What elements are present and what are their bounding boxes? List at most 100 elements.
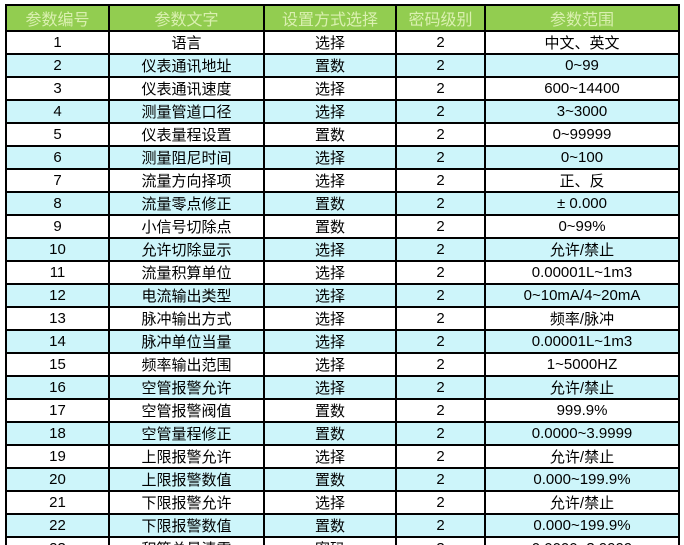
table-cell: 测量阻尼时间 bbox=[108, 145, 265, 170]
table-row: 6 测量阻尼时间 选择 2 0~100 bbox=[5, 145, 680, 170]
table-cell: 积算总量清零 bbox=[108, 536, 265, 545]
table-cell: 2 bbox=[395, 444, 486, 469]
table-cell: 选择 bbox=[263, 30, 397, 55]
table-cell: 2 bbox=[395, 398, 486, 423]
table-cell: 置数 bbox=[263, 214, 397, 239]
table-cell: 2 bbox=[395, 421, 486, 446]
table-cell: 流量方向择项 bbox=[108, 168, 265, 193]
table-cell: 下限报警数值 bbox=[108, 513, 265, 538]
table-cell: 小信号切除点 bbox=[108, 214, 265, 239]
table-cell: 2 bbox=[395, 260, 486, 285]
table-cell: 2 bbox=[395, 168, 486, 193]
table-cell: 选择 bbox=[263, 375, 397, 400]
header-row: 参数编号 参数文字 设置方式选择 密码级别 参数范围 bbox=[5, 4, 680, 32]
table-cell: 2 bbox=[395, 76, 486, 101]
table-cell: 0~10mA/4~20mA bbox=[484, 283, 680, 308]
table-cell: 2 bbox=[395, 145, 486, 170]
table-body: 1 语言 选择 2 中文、英文 2 仪表通讯地址 置数 2 0~99 3 仪表通讯速度 选择 2 600~1… bbox=[5, 30, 680, 545]
table-cell: 2 bbox=[395, 122, 486, 147]
table-cell: 选择 bbox=[263, 260, 397, 285]
table-cell: 2 bbox=[395, 214, 486, 239]
table-cell: 下限报警允许 bbox=[108, 490, 265, 515]
table-cell: 16 bbox=[5, 375, 110, 400]
table-cell: 2 bbox=[395, 53, 486, 78]
table-cell: 23 bbox=[5, 536, 110, 545]
column-header-0: 参数编号 bbox=[5, 4, 110, 32]
table-cell: 20 bbox=[5, 467, 110, 492]
table-row: 21 下限报警允许 选择 2 允许/禁止 bbox=[5, 490, 680, 515]
table-cell: 0~99% bbox=[484, 214, 680, 239]
table-cell: 2 bbox=[395, 467, 486, 492]
table-cell: 10 bbox=[5, 237, 110, 262]
table-cell: 选择 bbox=[263, 99, 397, 124]
table-row: 8 流量零点修正 置数 2 ± 0.000 bbox=[5, 191, 680, 216]
table-cell: 2 bbox=[395, 490, 486, 515]
table-row: 23积算总量清零密码30.0000~3.9999 bbox=[5, 536, 680, 545]
table-row: 18 空管量程修正 置数 2 0.0000~3.9999 bbox=[5, 421, 680, 446]
table-cell: 2 bbox=[395, 513, 486, 538]
table-row: 15 频率输出范围 选择 2 1~5000HZ bbox=[5, 352, 680, 377]
table-cell: 11 bbox=[5, 260, 110, 285]
table-cell: 2 bbox=[395, 283, 486, 308]
table-cell: 选择 bbox=[263, 490, 397, 515]
table-cell: 0.00001L~1m3 bbox=[484, 260, 680, 285]
table-cell: 12 bbox=[5, 283, 110, 308]
table-cell: 9 bbox=[5, 214, 110, 239]
table-row: 1 语言 选择 2 中文、英文 bbox=[5, 30, 680, 55]
parameter-table: 参数编号 参数文字 设置方式选择 密码级别 参数范围 1 语言 选择 2 中文、英文 2 仪表通讯地… bbox=[5, 4, 680, 545]
table-cell: 脉冲输出方式 bbox=[108, 306, 265, 331]
table-cell: 2 bbox=[395, 375, 486, 400]
table-cell: 4 bbox=[5, 99, 110, 124]
table-cell: 0~100 bbox=[484, 145, 680, 170]
column-header-3: 密码级别 bbox=[395, 4, 486, 32]
table-cell: 3 bbox=[5, 76, 110, 101]
table-cell: 2 bbox=[395, 306, 486, 331]
table-cell: 0.000~199.9% bbox=[484, 467, 680, 492]
table-row: 13 脉冲输出方式 选择 2 频率/脉冲 bbox=[5, 306, 680, 331]
table-row: 9 小信号切除点 置数 2 0~99% bbox=[5, 214, 680, 239]
table-cell: 6 bbox=[5, 145, 110, 170]
table-cell: 2 bbox=[395, 99, 486, 124]
table-cell: 允许切除显示 bbox=[108, 237, 265, 262]
table-cell: 电流输出类型 bbox=[108, 283, 265, 308]
table-cell: 上限报警允许 bbox=[108, 444, 265, 469]
table-cell: 频率/脉冲 bbox=[484, 306, 680, 331]
table-cell: 置数 bbox=[263, 53, 397, 78]
table-cell: 17 bbox=[5, 398, 110, 423]
table-cell: 语言 bbox=[108, 30, 265, 55]
table-cell: 0.00001L~1m3 bbox=[484, 329, 680, 354]
table-cell: 上限报警数值 bbox=[108, 467, 265, 492]
table-cell: 置数 bbox=[263, 398, 397, 423]
table-row: 2 仪表通讯地址 置数 2 0~99 bbox=[5, 53, 680, 78]
table-cell: 置数 bbox=[263, 513, 397, 538]
table-row: 19 上限报警允许 选择 2 允许/禁止 bbox=[5, 444, 680, 469]
table-cell: 选择 bbox=[263, 352, 397, 377]
table-cell: 21 bbox=[5, 490, 110, 515]
table-row: 16 空管报警允许 选择 2 允许/禁止 bbox=[5, 375, 680, 400]
table-cell: 999.9% bbox=[484, 398, 680, 423]
table-cell: 空管量程修正 bbox=[108, 421, 265, 446]
table-cell: 空管报警允许 bbox=[108, 375, 265, 400]
table-cell: 选择 bbox=[263, 237, 397, 262]
table-cell: 13 bbox=[5, 306, 110, 331]
table-cell: 1~5000HZ bbox=[484, 352, 680, 377]
table-cell: 2 bbox=[395, 329, 486, 354]
table-cell: 置数 bbox=[263, 191, 397, 216]
table-cell: 600~14400 bbox=[484, 76, 680, 101]
table-cell: 2 bbox=[5, 53, 110, 78]
column-header-1: 参数文字 bbox=[108, 4, 265, 32]
table-row: 20 上限报警数值 置数 2 0.000~199.9% bbox=[5, 467, 680, 492]
table-cell: 19 bbox=[5, 444, 110, 469]
table-row: 14 脉冲单位当量 选择 2 0.00001L~1m3 bbox=[5, 329, 680, 354]
table-cell: 置数 bbox=[263, 467, 397, 492]
table-cell: 7 bbox=[5, 168, 110, 193]
table-cell: 选择 bbox=[263, 444, 397, 469]
table-cell: 14 bbox=[5, 329, 110, 354]
table-cell: 置数 bbox=[263, 421, 397, 446]
table-cell: 允许/禁止 bbox=[484, 490, 680, 515]
table-cell: 选择 bbox=[263, 283, 397, 308]
table-cell: 频率输出范围 bbox=[108, 352, 265, 377]
table-cell: 0~99 bbox=[484, 53, 680, 78]
table-cell: 3 bbox=[395, 536, 486, 545]
table-cell: 15 bbox=[5, 352, 110, 377]
